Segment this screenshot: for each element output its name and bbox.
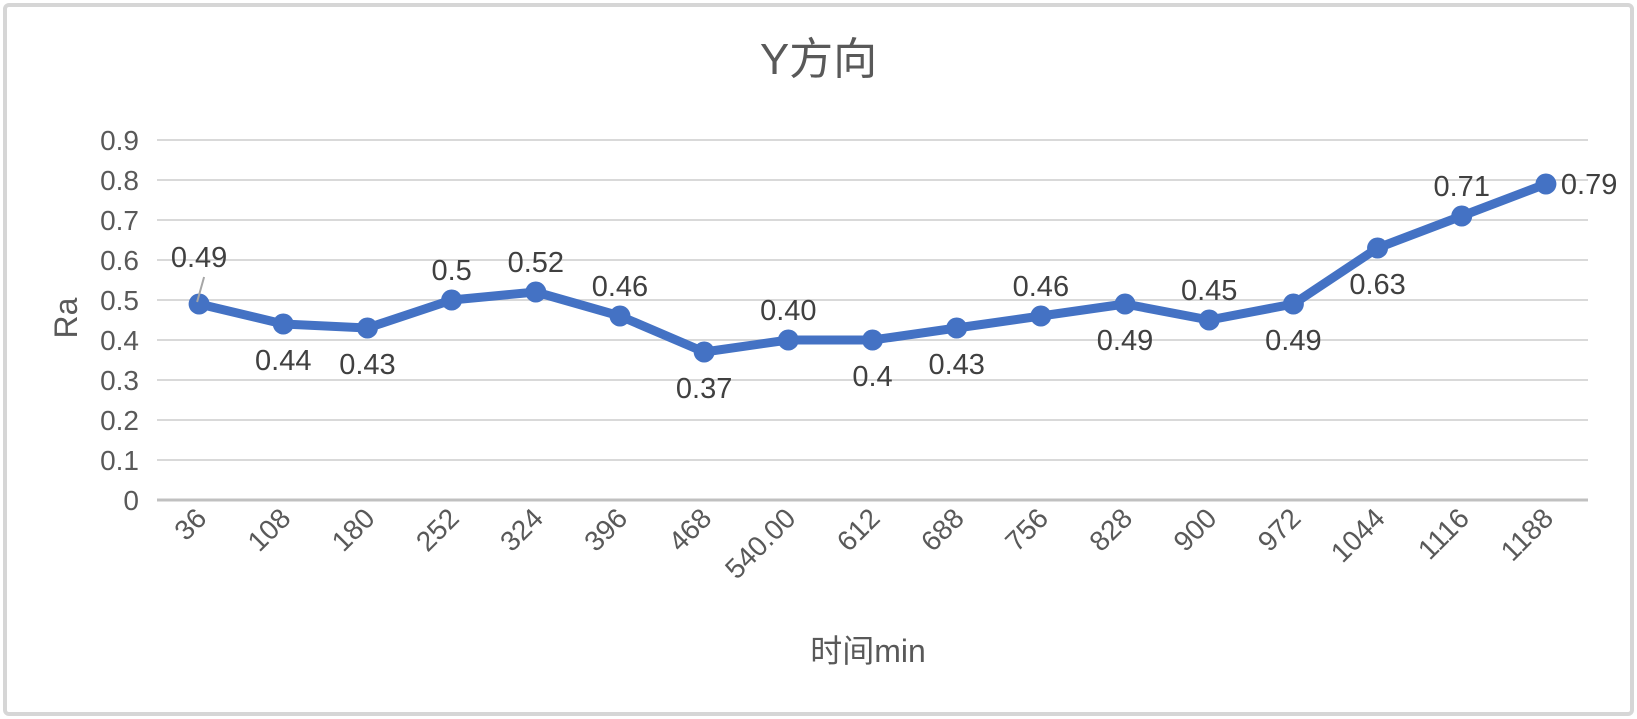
- data-label: 0.49: [1097, 325, 1153, 357]
- y-tick-label: 0.7: [100, 205, 139, 236]
- x-tick-label: 1116: [1412, 502, 1475, 565]
- y-tick-label: 0.9: [100, 125, 139, 156]
- series-line: [194, 179, 1551, 357]
- data-label: 0.52: [508, 247, 564, 279]
- data-label: 0.4: [852, 361, 892, 393]
- x-tick-label: 108: [242, 502, 297, 557]
- data-point-marker: [272, 313, 294, 335]
- x-tick-label: 688: [915, 502, 970, 557]
- x-tick-label: 540.00: [719, 502, 801, 584]
- y-tick-label: 0: [123, 485, 139, 516]
- y-tick-label: 0.1: [100, 445, 139, 476]
- x-tick-label: 36: [168, 502, 212, 546]
- data-label: 0.79: [1561, 169, 1617, 201]
- x-tick-label: 972: [1252, 502, 1307, 557]
- data-point-marker: [1030, 305, 1052, 327]
- data-point-marker: [693, 341, 715, 363]
- data-point-marker: [862, 329, 883, 351]
- data-label: 0.40: [760, 295, 816, 327]
- data-label: 0.71: [1434, 171, 1490, 203]
- data-label: 0.49: [1265, 325, 1321, 357]
- x-tick-label: 180: [326, 502, 381, 557]
- data-label: 0.43: [339, 349, 395, 381]
- x-tick-label: 612: [831, 502, 886, 557]
- data-label: 0.43: [928, 349, 984, 381]
- data-point-marker: [441, 289, 463, 311]
- y-tick-label: 0.3: [100, 365, 139, 396]
- data-label: 0.45: [1181, 275, 1237, 307]
- data-label: 0.5: [431, 255, 471, 287]
- data-label: 0.63: [1349, 269, 1405, 301]
- chart-title: Y方向: [759, 35, 878, 84]
- x-tick-label: 396: [578, 502, 633, 557]
- x-axis-title: 时间min: [810, 633, 926, 669]
- data-label: 0.37: [676, 373, 732, 405]
- x-tick-label: 324: [494, 502, 549, 557]
- data-point-marker: [777, 329, 799, 351]
- chart-frame: [3, 3, 1634, 716]
- x-tick-label: 252: [410, 502, 465, 557]
- data-point-marker: [1451, 205, 1473, 227]
- data-point-marker: [1114, 293, 1136, 315]
- x-tick-label: 1188: [1495, 502, 1560, 567]
- data-label: 0.49: [171, 242, 227, 274]
- data-point-marker: [1198, 309, 1220, 331]
- data-point-marker: [946, 317, 968, 339]
- data-point-marker: [1535, 173, 1557, 195]
- y-tick-label: 0.2: [100, 405, 139, 436]
- data-label: 0.44: [255, 345, 311, 377]
- x-tick-label: 756: [999, 502, 1054, 557]
- data-point-marker: [356, 317, 378, 339]
- data-point-marker: [525, 281, 547, 303]
- x-tick-label: 1044: [1325, 502, 1391, 568]
- y-tick-label: 0.8: [100, 165, 139, 196]
- label-leader-line: [196, 276, 206, 303]
- data-point-marker: [609, 305, 631, 327]
- y-tick-label: 0.5: [100, 285, 139, 316]
- y-tick-label: 0.6: [100, 245, 139, 276]
- data-label: 0.46: [592, 271, 648, 303]
- data-label: 0.46: [1013, 271, 1069, 303]
- data-point-marker: [188, 293, 210, 315]
- y-tick-label: 0.4: [100, 325, 139, 356]
- x-tick-label: 828: [1083, 502, 1138, 557]
- data-point-marker: [1367, 237, 1389, 259]
- x-tick-label: 900: [1167, 502, 1222, 557]
- x-tick-label: 468: [662, 502, 717, 557]
- data-point-marker: [1282, 293, 1304, 315]
